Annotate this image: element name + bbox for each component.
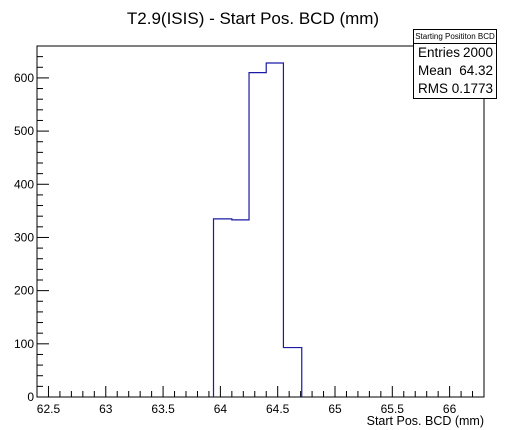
y-tick-label: 300: [14, 230, 34, 244]
stats-rms-value: 0.1773: [451, 81, 493, 96]
stats-entries-label: Entries: [418, 45, 461, 60]
chart-title: T2.9(ISIS) - Start Pos. BCD (mm): [127, 9, 379, 28]
histogram-bin: [214, 219, 232, 397]
x-tick-label: 64.5: [266, 402, 290, 416]
x-tick-label: 62.5: [37, 402, 61, 416]
x-tick-label: 63: [99, 402, 113, 416]
y-tick-label: 500: [14, 124, 34, 138]
x-tick-label: 66: [443, 402, 457, 416]
plot-frame: [36, 45, 485, 398]
stats-entries-value: 2000: [462, 45, 493, 60]
x-axis-label: Start Pos. BCD (mm): [367, 414, 484, 428]
x-tick-label: 63.5: [151, 402, 175, 416]
y-tick-label: 100: [14, 337, 34, 351]
x-tick-label: 65: [328, 402, 342, 416]
y-tick-label: 200: [14, 284, 34, 298]
stats-rms-label: RMS: [418, 81, 448, 96]
x-tick-label: 64: [214, 402, 228, 416]
histogram-bins: [214, 63, 302, 397]
axes: 0 100 200 300 400 500 600 62.5 63 63.5 64 64.5 65 65.…: [14, 56, 485, 416]
x-tick-label: 65.5: [381, 402, 405, 416]
histogram-bin: [283, 348, 301, 397]
histogram-bin: [266, 63, 283, 397]
histogram-outline: [212, 62, 303, 397]
stats-box: Starting Posititon BCD Entries 2000 Mean…: [413, 29, 497, 99]
histogram-bin: [232, 220, 249, 397]
y-tick-label: 600: [14, 71, 34, 85]
y-tick-label: 0: [27, 390, 34, 404]
stats-mean-label: Mean: [418, 63, 452, 78]
stats-row-entries: Entries 2000: [414, 44, 496, 62]
stats-row-rms: RMS 0.1773: [414, 80, 496, 98]
histogram-bin: [249, 73, 266, 397]
stats-title: Starting Posititon BCD: [414, 30, 496, 44]
stats-row-mean: Mean 64.32: [414, 62, 496, 80]
stats-mean-value: 64.32: [459, 63, 493, 78]
y-tick-label: 400: [14, 177, 34, 191]
